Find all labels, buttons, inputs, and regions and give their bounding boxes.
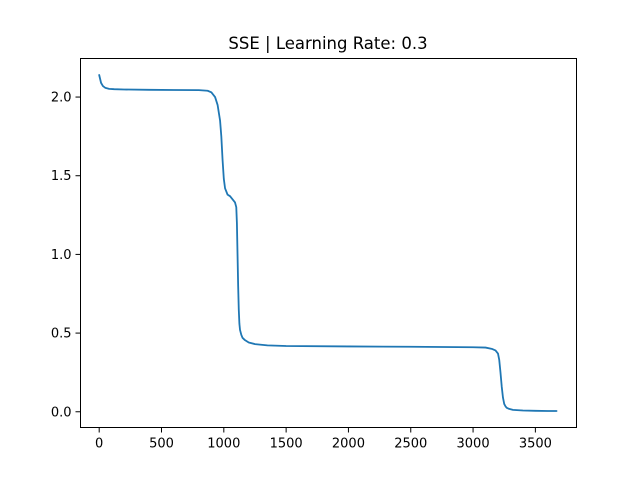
x-tick-label: 500 — [149, 437, 174, 452]
chart-title: SSE | Learning Rate: 0.3 — [228, 34, 427, 53]
plot-area: 0 500 1000 1500 2000 2500 3000 3500 0.0 0.5 1.0 1.5… — [51, 74, 558, 452]
y-tick-label: 1.5 — [51, 169, 72, 184]
y-tick-label: 2.0 — [51, 91, 72, 106]
x-tick-label: 1500 — [270, 437, 303, 452]
series-line-0 — [98, 74, 558, 412]
x-tick-label: 3500 — [519, 437, 552, 452]
y-tick-label: 0.0 — [51, 405, 72, 420]
x-tick-label: 3000 — [457, 437, 490, 452]
x-tick-label: 2000 — [332, 437, 365, 452]
y-tick-label: 0.5 — [51, 327, 72, 342]
x-tick-label: 0 — [95, 437, 103, 452]
y-tick-label: 1.0 — [51, 248, 72, 263]
x-tick-label: 1000 — [207, 437, 240, 452]
x-tick-label: 2500 — [394, 437, 427, 452]
axes-frame — [80, 58, 577, 428]
